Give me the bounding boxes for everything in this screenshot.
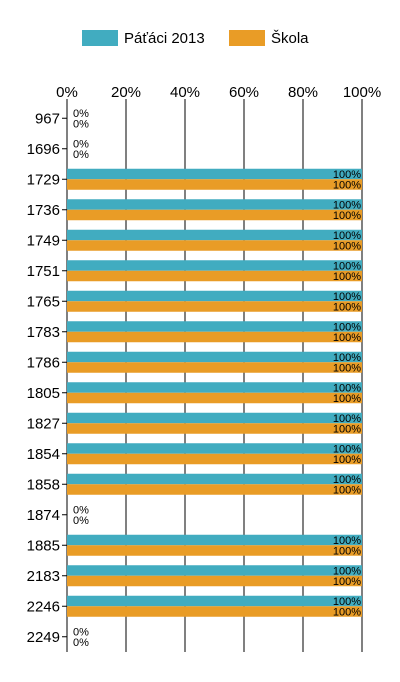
- x-tick-label: 0%: [56, 84, 78, 101]
- bar-series2: [67, 606, 362, 617]
- bar-series2: [67, 240, 362, 251]
- bar-series2: [67, 484, 362, 495]
- bar-series1: [67, 321, 362, 332]
- data-label-series2: 0%: [73, 149, 89, 161]
- data-label-series2: 100%: [333, 606, 361, 618]
- data-label-series2: 100%: [333, 301, 361, 313]
- data-label-series2: 100%: [333, 271, 361, 283]
- bar-series1: [67, 534, 362, 546]
- data-label-series2: 100%: [333, 576, 361, 588]
- data-label-series1: 0%: [73, 108, 89, 120]
- data-label-series1: 100%: [333, 199, 361, 211]
- bar-series2: [67, 331, 362, 343]
- data-label-series1: 100%: [333, 230, 361, 242]
- bar-series1: [67, 229, 362, 241]
- y-tick-label: 1885: [27, 537, 60, 554]
- data-label-series1: 100%: [333, 535, 361, 547]
- data-label-series2: 100%: [333, 545, 361, 557]
- bar-series1: [67, 382, 362, 393]
- bar-series2: [67, 362, 362, 373]
- data-label-series2: 100%: [333, 240, 361, 252]
- x-tick-label: 60%: [229, 84, 259, 101]
- y-tick-label: 1827: [27, 415, 60, 432]
- chart-legend: Páťáci 2013 Škola: [0, 26, 400, 50]
- x-tick-label: 100%: [343, 84, 381, 101]
- y-tick-label: 1858: [27, 476, 60, 493]
- y-tick-label: 2249: [27, 629, 60, 646]
- bar-series2: [67, 575, 362, 587]
- legend-swatch-series2: [229, 30, 265, 46]
- data-label-series2: 100%: [333, 484, 361, 496]
- bar-series2: [67, 453, 362, 465]
- data-label-series2: 100%: [333, 423, 361, 435]
- data-label-series2: 100%: [333, 454, 361, 466]
- bar-series1: [67, 290, 362, 302]
- bar-series2: [67, 209, 362, 221]
- data-label-series2: 100%: [333, 179, 361, 191]
- legend-item-series1: Páťáci 2013: [82, 26, 205, 50]
- y-tick-label: 1696: [27, 141, 60, 158]
- legend-swatch-series1: [82, 30, 118, 46]
- data-label-series1: 100%: [333, 596, 361, 608]
- bar-series1: [67, 412, 362, 424]
- data-label-series1: 100%: [333, 474, 361, 486]
- y-tick-label: 1854: [27, 446, 60, 463]
- data-label-series1: 100%: [333, 443, 361, 455]
- data-label-series1: 100%: [333, 565, 361, 577]
- bar-series1: [67, 595, 362, 607]
- data-label-series1: 100%: [333, 382, 361, 394]
- bar-series1: [67, 443, 362, 454]
- data-label-series2: 100%: [333, 210, 361, 222]
- data-label-series1: 100%: [333, 260, 361, 272]
- legend-label-series1: Páťáci 2013: [124, 29, 205, 47]
- y-tick-label: 1874: [27, 507, 60, 524]
- bar-series2: [67, 179, 362, 190]
- bar-series1: [67, 473, 362, 485]
- y-tick-label: 1751: [27, 263, 60, 280]
- x-tick-label: 20%: [111, 84, 141, 101]
- bar-series2: [67, 545, 362, 556]
- bar-series2: [67, 392, 362, 404]
- y-tick-label: 1729: [27, 171, 60, 188]
- data-label-series1: 100%: [333, 352, 361, 364]
- data-label-series1: 0%: [73, 626, 89, 638]
- data-label-series1: 0%: [73, 504, 89, 516]
- data-label-series1: 100%: [333, 291, 361, 303]
- y-tick-label: 2183: [27, 568, 60, 585]
- data-label-series1: 100%: [333, 321, 361, 333]
- data-label-series1: 100%: [333, 169, 361, 181]
- data-label-series2: 100%: [333, 393, 361, 405]
- bar-series2: [67, 423, 362, 434]
- bar-series1: [67, 565, 362, 576]
- bar-series1: [67, 351, 362, 363]
- y-tick-label: 967: [35, 110, 60, 127]
- bar-series1: [67, 199, 362, 210]
- data-label-series1: 100%: [333, 413, 361, 425]
- y-tick-label: 1786: [27, 354, 60, 371]
- y-tick-label: 1749: [27, 232, 60, 249]
- data-label-series1: 0%: [73, 138, 89, 150]
- data-label-series2: 100%: [333, 362, 361, 374]
- legend-item-series2: Škola: [229, 26, 309, 50]
- data-label-series2: 0%: [73, 637, 89, 649]
- legend-label-series2: Škola: [271, 29, 309, 47]
- y-tick-label: 1783: [27, 324, 60, 341]
- y-tick-label: 2246: [27, 598, 60, 615]
- bar-series1: [67, 260, 362, 271]
- data-label-series2: 0%: [73, 118, 89, 130]
- data-label-series2: 100%: [333, 332, 361, 344]
- bar-series2: [67, 301, 362, 312]
- x-tick-label: 80%: [288, 84, 318, 101]
- y-tick-label: 1736: [27, 202, 60, 219]
- bar-series1: [67, 168, 362, 180]
- bar-series2: [67, 270, 362, 282]
- y-tick-label: 1765: [27, 293, 60, 310]
- data-label-series2: 0%: [73, 515, 89, 527]
- x-tick-label: 40%: [170, 84, 200, 101]
- y-tick-label: 1805: [27, 385, 60, 402]
